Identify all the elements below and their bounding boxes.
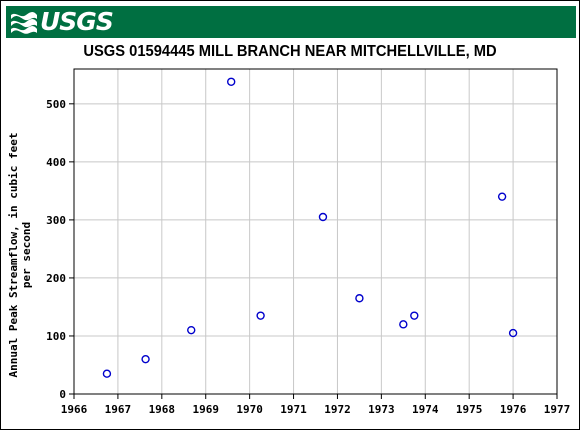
x-tick-label: 1972 bbox=[324, 403, 351, 416]
data-point bbox=[497, 192, 507, 201]
data-points bbox=[102, 77, 518, 378]
chart-title: USGS 01594445 MILL BRANCH NEAR MITCHELLV… bbox=[83, 43, 497, 60]
x-tick-label: 1973 bbox=[368, 403, 395, 416]
data-point bbox=[399, 320, 408, 329]
plot-area-frame bbox=[73, 68, 558, 395]
y-tick-label: 500 bbox=[46, 98, 66, 111]
x-tick-label: 1976 bbox=[500, 403, 527, 416]
data-point bbox=[355, 294, 364, 303]
grid-lines bbox=[73, 69, 558, 395]
data-point bbox=[256, 311, 265, 320]
x-tick-label: 1975 bbox=[456, 403, 483, 416]
y-tick-label: 400 bbox=[46, 156, 66, 169]
data-point bbox=[187, 325, 196, 335]
data-point bbox=[508, 328, 518, 338]
y-tick-label: 0 bbox=[59, 388, 66, 401]
usgs-logo-text: USGS bbox=[40, 7, 114, 36]
data-point bbox=[318, 212, 328, 222]
x-tick-label: 1971 bbox=[280, 403, 307, 416]
x-tick-label: 1966 bbox=[61, 403, 88, 416]
x-tick-label: 1970 bbox=[236, 403, 263, 416]
y-tick-label: 100 bbox=[46, 330, 66, 343]
usgs-wave-icon bbox=[11, 12, 37, 34]
data-point bbox=[226, 77, 236, 86]
x-tick-label: 1974 bbox=[412, 403, 439, 416]
data-point bbox=[410, 311, 419, 320]
x-tick-label: 1967 bbox=[105, 403, 132, 416]
data-point bbox=[102, 369, 112, 378]
axis-ticks: 1966 1967 1968 1969 1970 1971 1972 1973 1974 1975… bbox=[46, 98, 570, 416]
y-tick-label: 300 bbox=[46, 214, 66, 227]
usgs-logo[interactable]: USGS bbox=[10, 7, 114, 36]
data-point bbox=[141, 354, 150, 364]
y-tick-label: 200 bbox=[46, 272, 66, 285]
x-tick-label: 1969 bbox=[192, 403, 219, 416]
x-tick-label: 1977 bbox=[544, 403, 571, 416]
x-tick-label: 1968 bbox=[149, 403, 176, 416]
usgs-banner: USGS bbox=[6, 6, 576, 38]
